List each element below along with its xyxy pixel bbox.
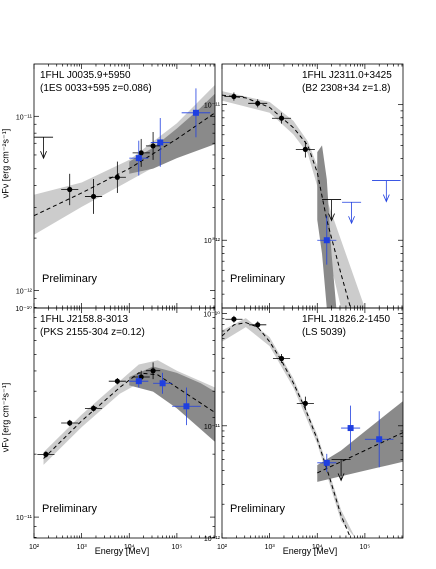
x-tick-label: 10⁵	[172, 544, 183, 551]
preliminary-watermark: Preliminary	[230, 503, 286, 515]
data-point-circle	[43, 451, 49, 457]
y-tick-label: 10⁻¹¹	[16, 515, 33, 522]
panel-title: 1FHL J2158.8-3013	[40, 314, 128, 325]
data-point-circle	[255, 100, 261, 106]
data-point-circle	[150, 368, 156, 374]
panel-2-plot-area	[222, 91, 401, 308]
x-tick-label: 10²	[29, 544, 40, 551]
data-point-circle	[302, 146, 308, 152]
y-tick-label: 10⁻¹¹	[204, 424, 221, 431]
y-tick-label: 10⁻¹²	[204, 536, 221, 543]
panel-subtitle: (LS 5039)	[302, 327, 346, 338]
x-tick-label: 10⁵	[360, 544, 371, 551]
data-point-square	[323, 237, 330, 244]
data-point-square	[347, 425, 354, 432]
upper-limit-arrow-icon	[348, 216, 355, 225]
x-tick-label: 10³	[77, 544, 88, 551]
y-tick-label: 10⁻¹²	[204, 238, 221, 245]
preliminary-watermark: Preliminary	[42, 273, 98, 285]
data-point-circle	[302, 400, 308, 406]
data-point-square	[183, 403, 190, 410]
figure-y-axis-label-lower: νFν [erg cm⁻²s⁻¹]	[0, 382, 11, 453]
panel-4-plot-area	[222, 315, 403, 538]
preliminary-watermark: Preliminary	[230, 273, 286, 285]
y-tick-label: 10⁻¹⁰	[15, 305, 32, 313]
confidence-band-light	[222, 318, 356, 538]
upper-limit-arrow-icon	[337, 473, 345, 482]
figure-x-axis-label-left: Energy [MeV]	[94, 546, 150, 556]
model-curve	[34, 112, 215, 217]
x-tick-label: 10⁴	[124, 544, 135, 551]
y-tick-label: 10⁻¹¹	[16, 114, 33, 121]
model-curve-secondary	[317, 432, 403, 474]
data-point-circle	[67, 186, 73, 193]
data-point-circle	[138, 150, 144, 156]
x-tick-label: 10³	[265, 544, 276, 551]
data-point-circle	[90, 193, 97, 200]
panel-title: 1FHL J1826.2-1450	[302, 314, 390, 325]
confidence-band-dark	[129, 366, 215, 442]
y-tick-label: 10⁻¹¹	[204, 103, 221, 110]
data-point-circle	[231, 316, 237, 322]
x-tick-label: 10²	[217, 544, 228, 551]
data-point-circle	[150, 143, 156, 149]
upper-limit-arrow-icon	[40, 151, 47, 160]
y-tick-label: 10⁻¹²	[16, 289, 33, 296]
data-point-circle	[67, 420, 73, 426]
panel-title: 1FHL J2311.0+3425	[302, 70, 392, 81]
figure-x-axis-label-right: Energy [MeV]	[282, 546, 338, 556]
model-curve	[222, 94, 352, 308]
confidence-band-dark	[317, 401, 403, 482]
panel-1-frame	[33, 63, 216, 309]
upper-limit-arrow-icon	[382, 194, 390, 203]
data-point-square	[323, 459, 330, 466]
panel-title: 1FHL J0035.9+5950	[40, 70, 131, 81]
data-point-square	[376, 436, 383, 443]
confidence-band-light	[34, 84, 215, 235]
confidence-band-dark	[129, 93, 215, 174]
panel-subtitle: (PKS 2155-304 z=0.12)	[40, 327, 145, 338]
y-tick-label: 10⁻¹⁰	[203, 311, 220, 319]
preliminary-watermark: Preliminary	[42, 503, 98, 515]
panel-3-plot-area	[37, 360, 215, 465]
panel-subtitle: (1ES 0033+595 z=0.086)	[40, 83, 152, 94]
data-point-circle	[278, 115, 285, 121]
panel-1-plot-area	[34, 84, 215, 235]
x-tick-label: 10⁴	[312, 544, 323, 551]
data-point-square	[135, 378, 142, 385]
data-point-square	[192, 109, 199, 116]
data-point-square	[159, 380, 166, 387]
data-point-circle	[114, 174, 120, 180]
panel-subtitle: (B2 2308+34 z=1.8)	[302, 83, 390, 94]
data-point-circle	[231, 93, 237, 100]
data-point-circle	[114, 378, 120, 384]
data-point-square	[135, 155, 142, 162]
data-point-circle	[255, 322, 261, 328]
figure-y-axis-label: νFν [erg cm⁻²s⁻¹]	[0, 128, 11, 199]
upper-limit-arrow-icon	[328, 213, 335, 222]
data-point-square	[157, 139, 164, 146]
data-point-circle	[278, 355, 285, 362]
data-point-circle	[90, 405, 97, 411]
